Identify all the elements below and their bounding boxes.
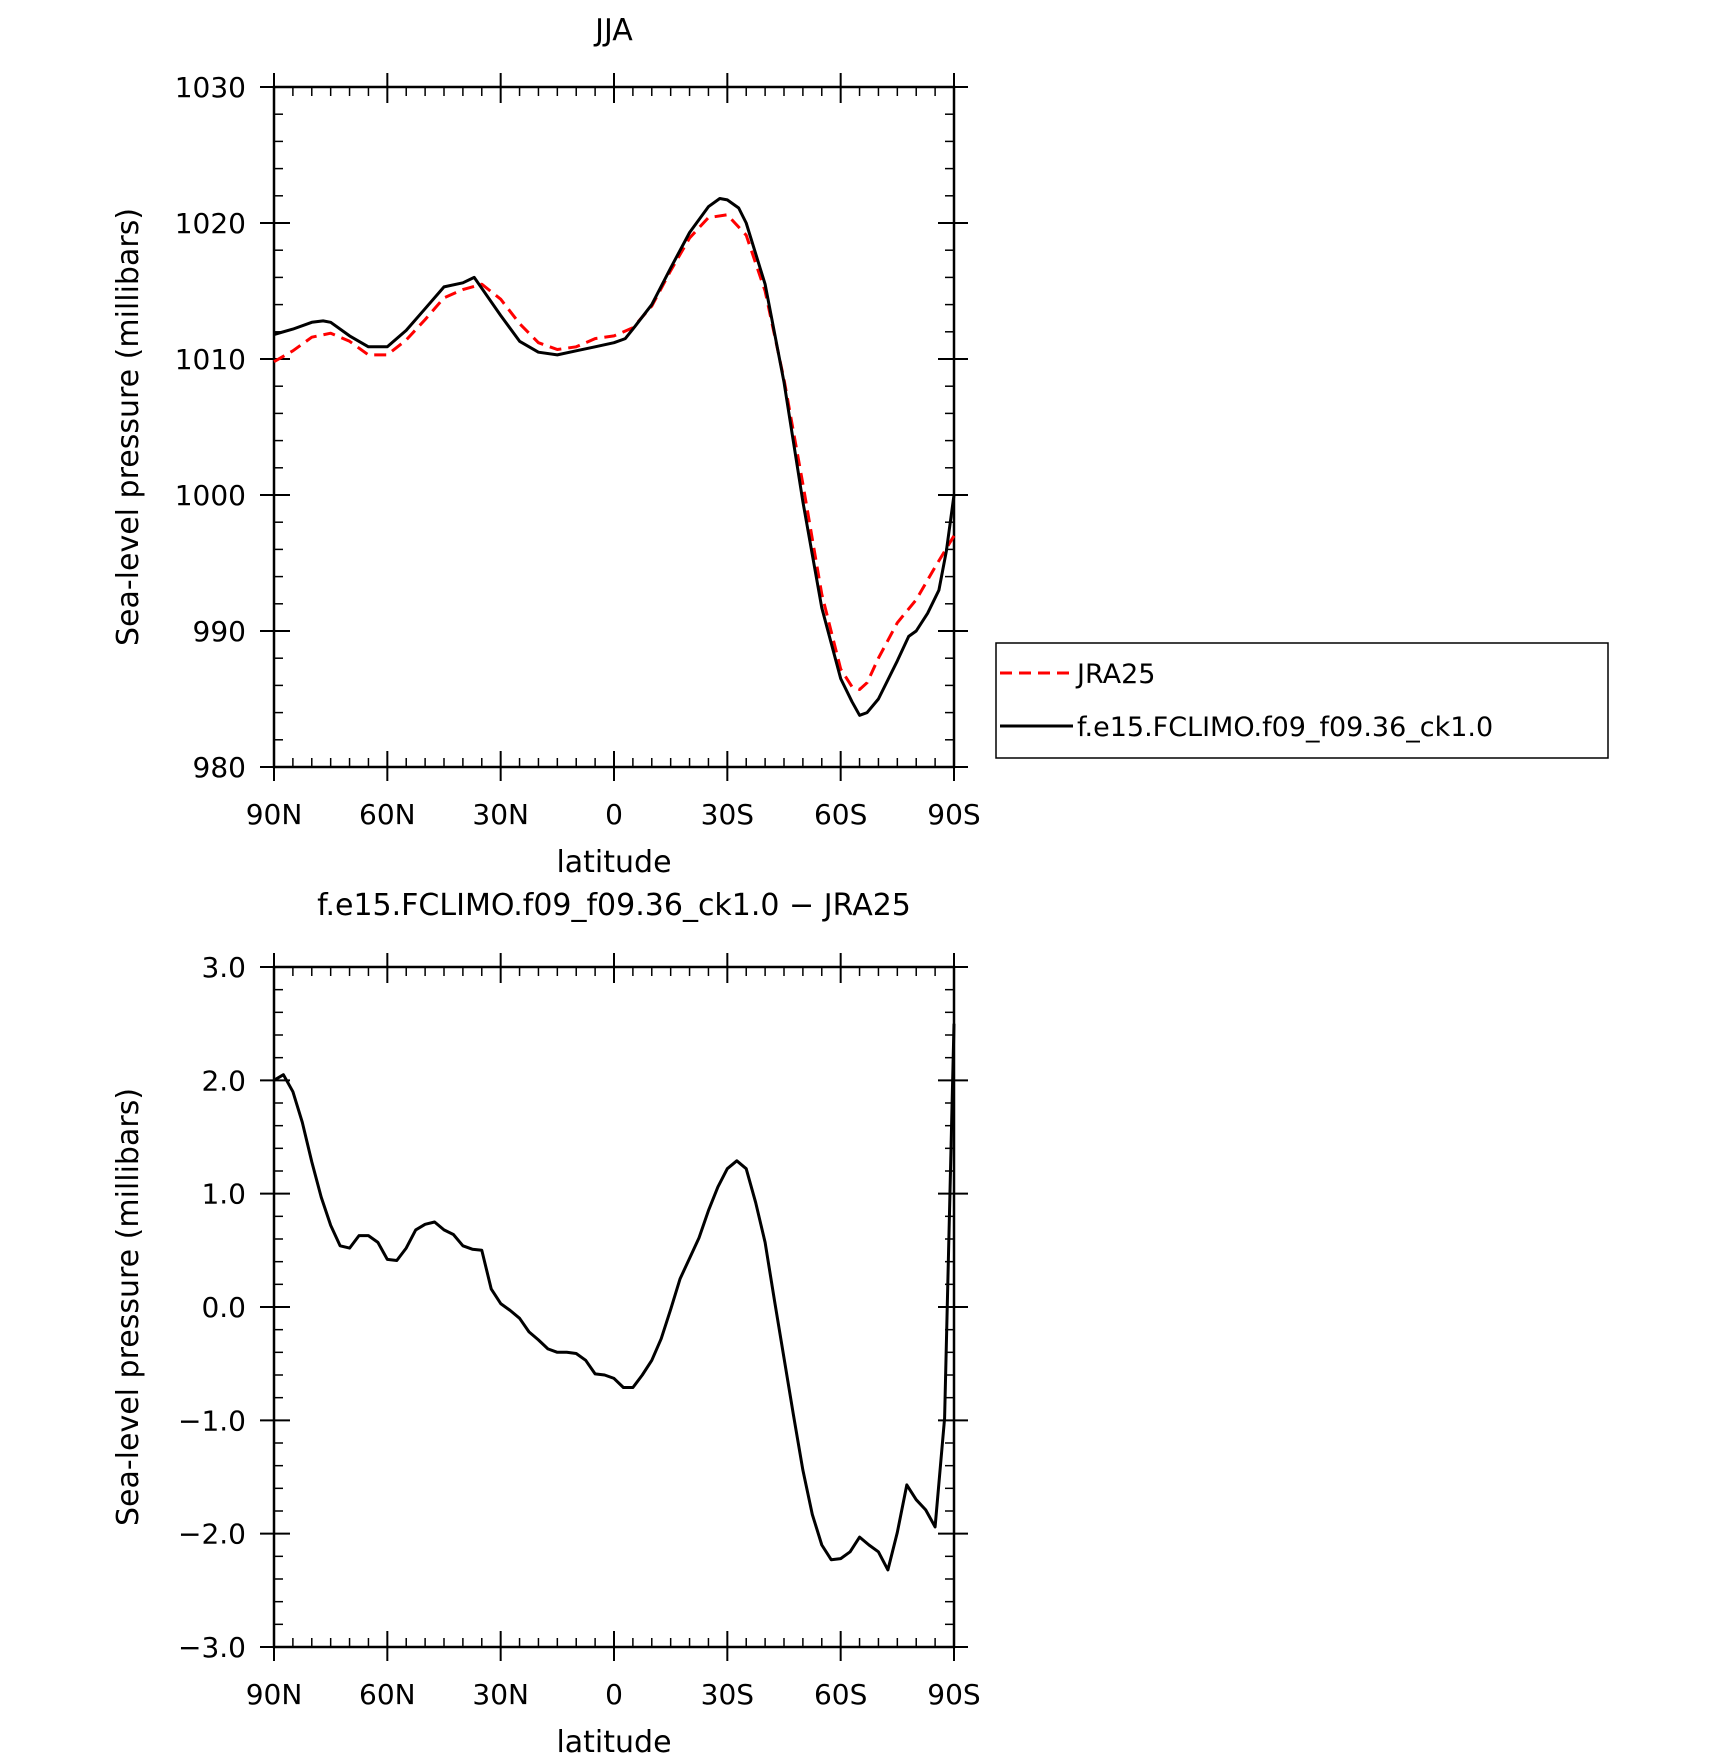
x-tick-label: 90S (927, 1678, 980, 1711)
panel-title: f.e15.FCLIMO.f09_f09.36_ck1.0 − JRA25 (317, 888, 911, 923)
x-tick-label: 30N (472, 1678, 529, 1711)
x-tick-label: 30S (701, 1678, 754, 1711)
legend-label-model: f.e15.FCLIMO.f09_f09.36_ck1.0 (1077, 712, 1493, 743)
y-tick-label: 1000 (175, 479, 246, 512)
slp-difference-panel: f.e15.FCLIMO.f09_f09.36_ck1.0 − JRA25 lat… (111, 888, 981, 1756)
x-axis-label: latitude (556, 845, 671, 880)
panel-title: JJA (593, 13, 633, 48)
x-tick-label: 60N (359, 798, 416, 831)
x-tick-label: 0 (605, 798, 623, 831)
plot-frame (272, 965, 956, 1649)
x-tick-label: 90N (246, 1678, 303, 1711)
y-tick-label: 1010 (175, 343, 246, 376)
y-tick-label: 980 (193, 751, 246, 784)
y-tick-label: −1.0 (178, 1404, 246, 1437)
y-tick-label: 0.0 (201, 1291, 246, 1324)
y-tick-label: 2.0 (201, 1064, 246, 1097)
slp-jja-panel: JJA latitude Sea-level pressure (millibars… (111, 13, 981, 880)
y-tick-label: 3.0 (201, 951, 246, 984)
y-tick-label: 1.0 (201, 1178, 246, 1211)
series-line-model (273, 197, 956, 717)
x-tick-label: 60S (814, 798, 867, 831)
y-tick-label: 990 (193, 615, 246, 648)
x-tick-label: 60S (814, 1678, 867, 1711)
legend-box (995, 642, 1609, 759)
x-tick-label: 60N (359, 1678, 416, 1711)
y-tick-label: −2.0 (178, 1518, 246, 1551)
legend-label-jra25: JRA25 (1075, 659, 1155, 690)
x-tick-label: 30N (472, 798, 529, 831)
x-axis-label: latitude (556, 1725, 671, 1756)
x-tick-label: 90N (246, 798, 303, 831)
y-tick-label: 1020 (175, 207, 246, 240)
y-tick-label: −3.0 (178, 1631, 246, 1664)
series-line-difference (273, 1023, 956, 1572)
x-tick-label: 90S (927, 798, 980, 831)
x-tick-label: 0 (605, 1678, 623, 1711)
y-axis-label: Sea-level pressure (millibars) (111, 208, 146, 646)
x-tick-label: 30S (701, 798, 754, 831)
y-axis-label: Sea-level pressure (millibars) (111, 1088, 146, 1526)
y-tick-label: 1030 (175, 71, 246, 104)
legend: JRA25 f.e15.FCLIMO.f09_f09.36_ck1.0 (995, 642, 1609, 759)
plot-frame (272, 85, 956, 769)
